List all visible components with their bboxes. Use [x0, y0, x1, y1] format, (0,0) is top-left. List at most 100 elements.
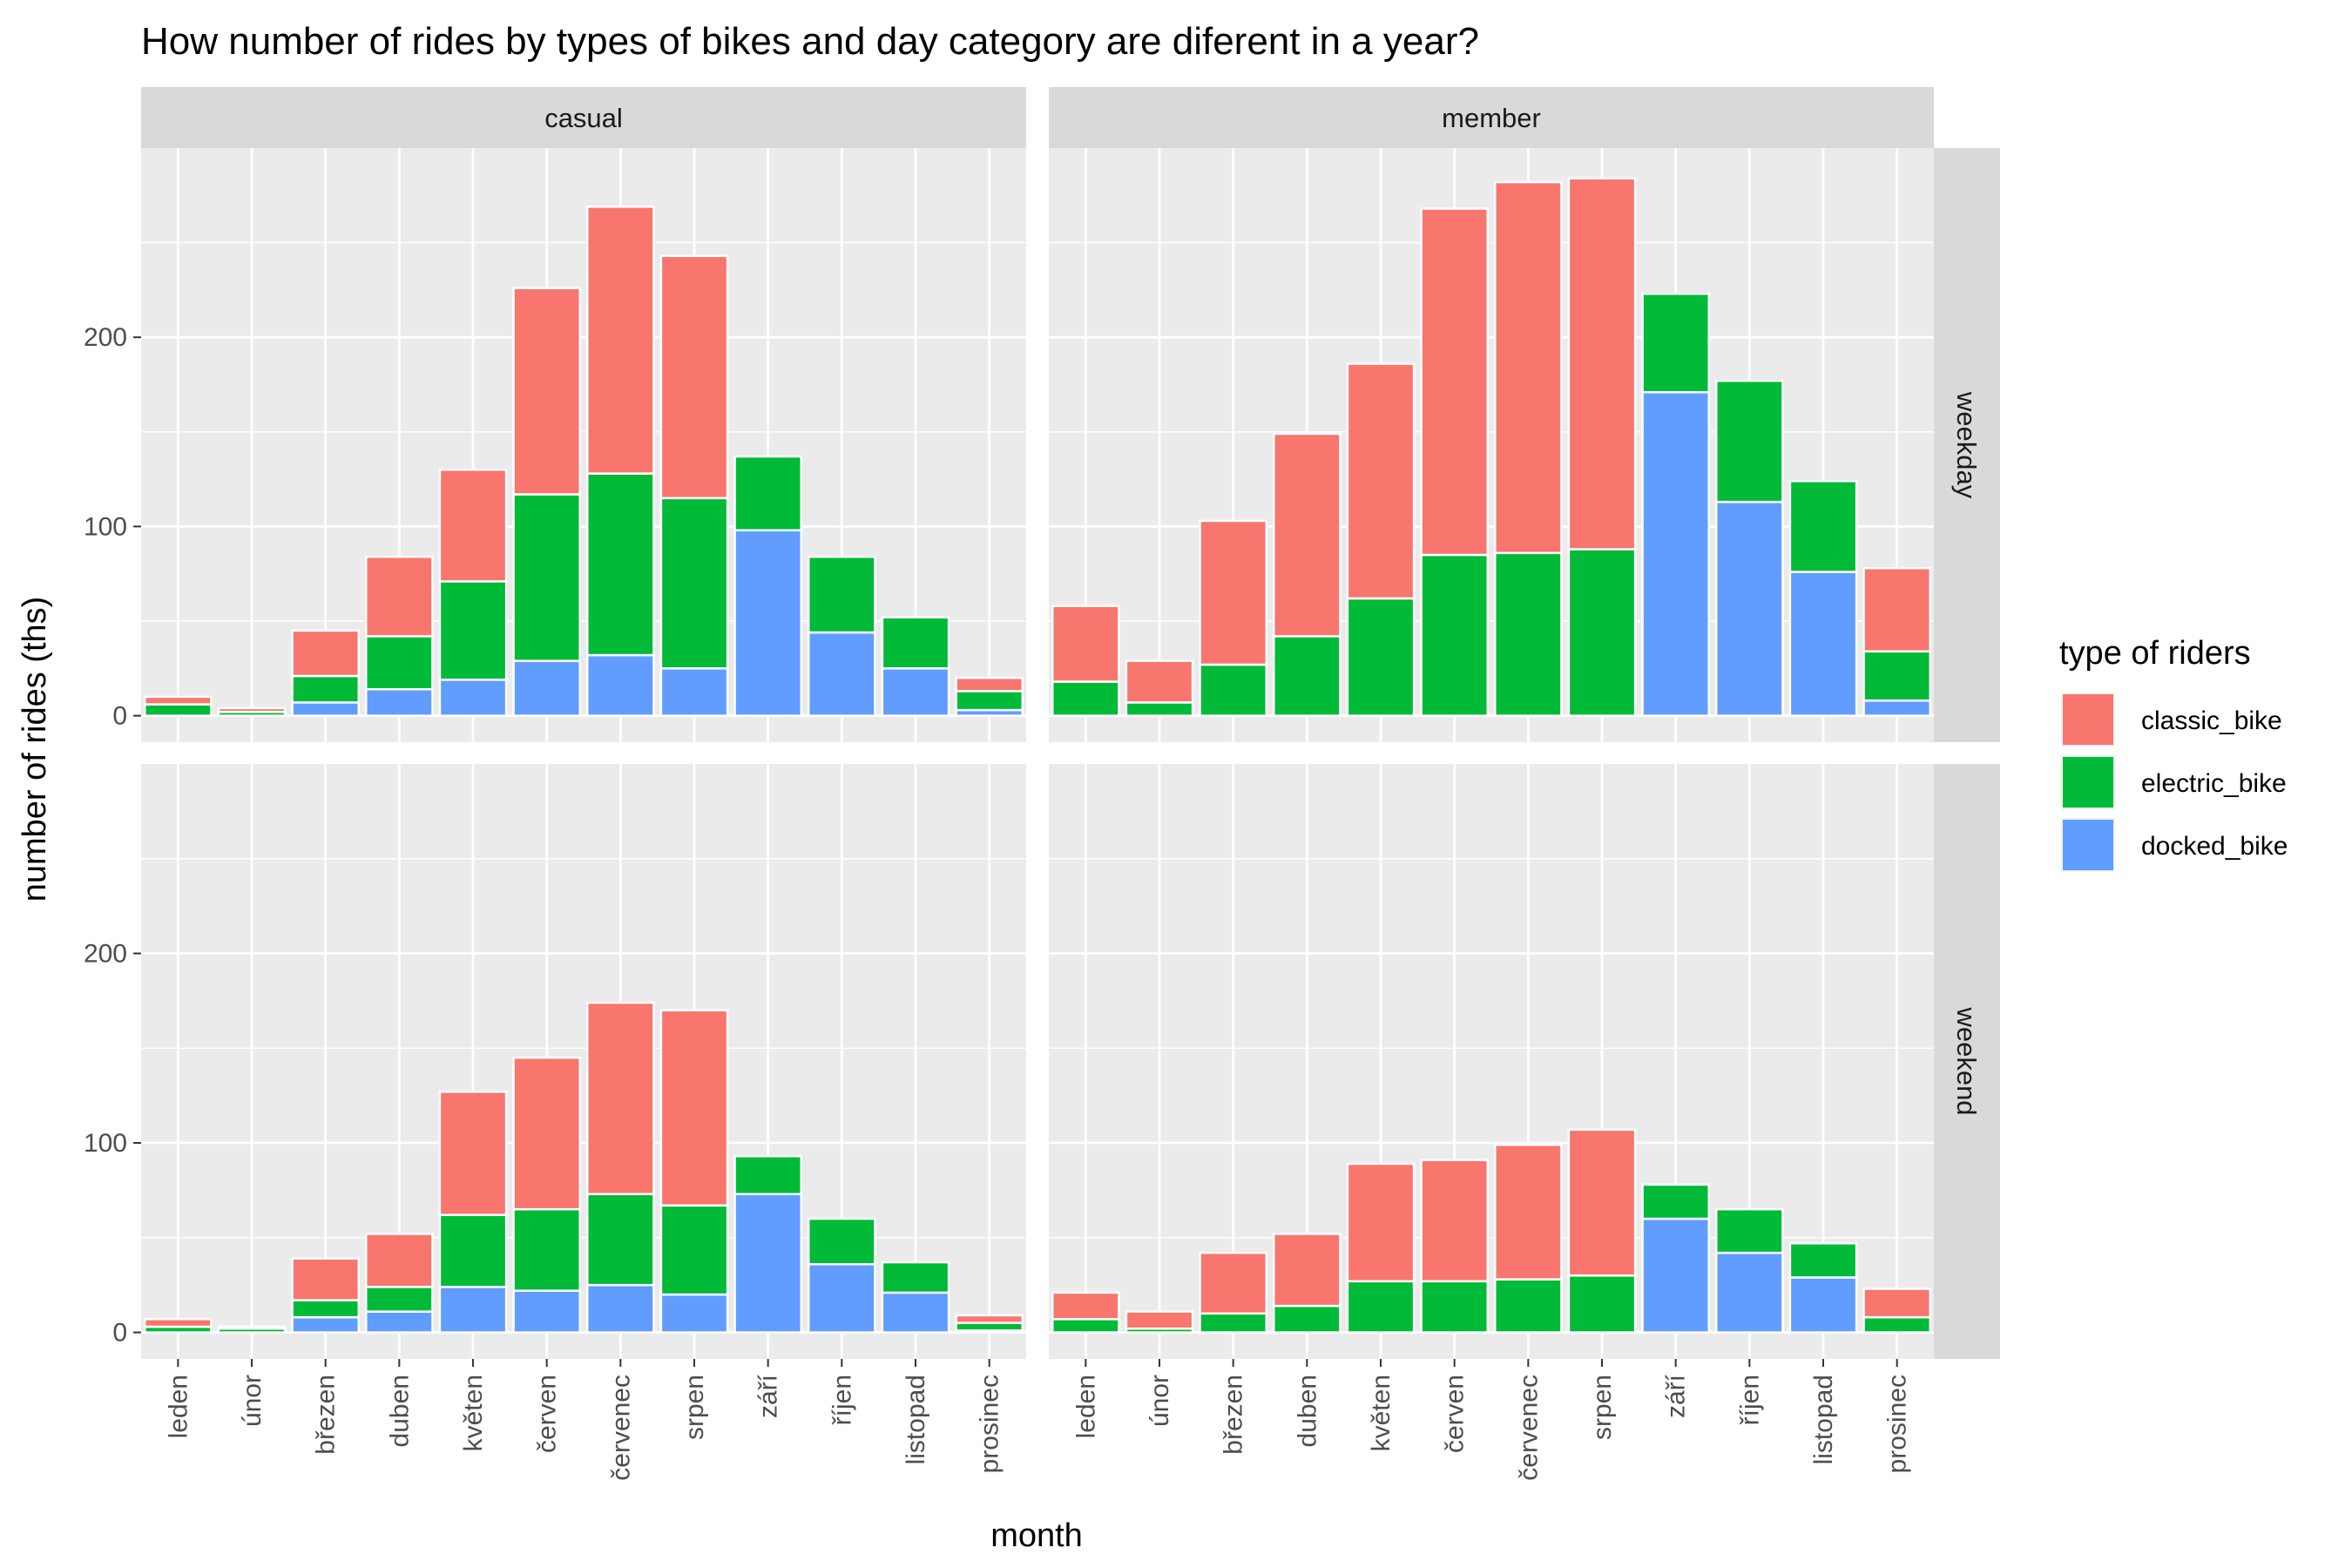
x-axis-title: month	[990, 1517, 1083, 1554]
bar-electric_bike-říjen	[807, 1217, 876, 1266]
panel-background	[141, 764, 1026, 1359]
y-tick-label: 100	[84, 512, 127, 541]
bar-docked_bike-listopad	[881, 667, 950, 717]
panel-background	[141, 148, 1026, 742]
bar-docked_bike-květen	[438, 1286, 508, 1334]
bar-docked_bike-listopad	[1788, 1276, 1858, 1334]
x-tick-label-leden: leden	[164, 1375, 193, 1438]
bar-docked_bike-srpen	[659, 667, 729, 717]
panel-casual-weekday	[141, 148, 1026, 742]
x-tick-label-duben: duben	[385, 1375, 414, 1447]
bar-electric_bike-duben	[1272, 1304, 1342, 1334]
bar-electric_bike-listopad	[881, 1260, 950, 1294]
legend-swatch-classic_bike	[2063, 694, 2113, 745]
x-tick-label-listopad: listopad	[1809, 1375, 1838, 1464]
bar-classic_bike-březen	[1199, 519, 1268, 666]
bar-electric_bike-prosinec	[1862, 1315, 1932, 1334]
bar-classic_bike-leden	[143, 1318, 213, 1328]
x-tick-label-květen: květen	[459, 1375, 488, 1451]
bar-docked_bike-červen	[512, 659, 582, 717]
bar-electric_bike-květen	[1346, 1280, 1416, 1334]
bar-classic_bike-únor	[1125, 659, 1194, 704]
bar-electric_bike-březen	[291, 1299, 361, 1319]
x-tick-label-květen: květen	[1367, 1375, 1396, 1451]
bar-electric_bike-květen	[438, 580, 508, 681]
strip-member	[1049, 87, 1934, 148]
x-tick-label-únor: únor	[238, 1375, 267, 1427]
bar-electric_bike-duben	[364, 635, 434, 691]
bar-electric_bike-listopad	[881, 616, 950, 670]
panel-casual-weekend	[141, 764, 1026, 1359]
bar-electric_bike-listopad	[1788, 480, 1858, 573]
bar-electric_bike-leden	[143, 703, 213, 717]
legend: type of riders classic_bike electric_biked…	[2059, 635, 2288, 872]
bar-docked_bike-prosinec	[1862, 699, 1932, 717]
bar-classic_bike-březen	[291, 1257, 361, 1301]
panel-background	[1049, 148, 1934, 742]
bar-electric_bike-září	[733, 455, 803, 531]
x-tick-label-říjen: říjen	[1735, 1375, 1764, 1425]
bar-classic_bike-květen	[438, 468, 508, 583]
bar-electric_bike-srpen	[659, 497, 729, 670]
x-tick-label-prosinec: prosinec	[1883, 1375, 1912, 1473]
bar-docked_bike-duben	[364, 1310, 434, 1334]
bar-classic_bike-březen	[291, 629, 361, 678]
bar-electric_bike-prosinec	[955, 690, 1024, 712]
strip-casual	[141, 87, 1026, 148]
bar-docked_bike-červen	[512, 1289, 582, 1334]
y-tick-label: 200	[84, 323, 127, 352]
bar-docked_bike-září	[733, 529, 803, 717]
bar-docked_bike-červenec	[585, 1283, 655, 1334]
bar-electric_bike-listopad	[1788, 1242, 1858, 1279]
bar-classic_bike-květen	[1346, 362, 1416, 600]
bar-classic_bike-únor	[217, 1325, 287, 1330]
bar-classic_bike-únor	[1125, 1310, 1194, 1330]
bar-electric_bike-září	[1641, 292, 1711, 394]
bar-electric_bike-červenec	[585, 1193, 655, 1287]
x-tick-label-leden: leden	[1071, 1375, 1100, 1438]
bar-classic_bike-červenec	[1493, 1143, 1563, 1281]
panels-layer	[141, 148, 1934, 1359]
legend-label-electric_bike: electric_bike	[2141, 769, 2287, 798]
panel-member-weekend	[1049, 764, 1934, 1359]
x-tick-label-prosinec: prosinec	[976, 1375, 1004, 1473]
x-tick-label-březen: březen	[1220, 1375, 1248, 1455]
bar-classic_bike-duben	[1272, 432, 1342, 638]
bar-docked_bike-listopad	[881, 1291, 950, 1334]
panel-background	[1049, 764, 1934, 1359]
bar-electric_bike-březen	[1199, 1312, 1268, 1334]
x-tick-label-červen: červen	[533, 1375, 562, 1453]
x-tick-label-říjen: říjen	[828, 1375, 856, 1425]
bar-classic_bike-leden	[143, 695, 213, 706]
strip-label-member: member	[1442, 103, 1541, 133]
bar-docked_bike-říjen	[807, 631, 876, 717]
bar-docked_bike-říjen	[807, 1262, 876, 1334]
bar-classic_bike-březen	[1199, 1251, 1268, 1315]
bar-classic_bike-prosinec	[1862, 566, 1932, 652]
bar-electric_bike-únor	[1125, 701, 1194, 717]
strip-weekend	[1934, 764, 2000, 1359]
bar-classic_bike-srpen	[659, 1009, 729, 1207]
bar-classic_bike-prosinec	[955, 676, 1024, 693]
bar-classic_bike-červen	[1420, 1159, 1490, 1283]
bar-classic_bike-červen	[512, 287, 582, 496]
strip-label-weekend: weekend	[1951, 1006, 1982, 1115]
bar-docked_bike-září	[1641, 390, 1711, 717]
bar-electric_bike-duben	[1272, 635, 1342, 717]
bar-electric_bike-září	[1641, 1183, 1711, 1220]
x-tick-label-červenec: červenec	[606, 1375, 635, 1481]
bar-electric_bike-leden	[1051, 1318, 1120, 1334]
bar-classic_bike-prosinec	[1862, 1288, 1932, 1319]
bar-classic_bike-červen	[512, 1056, 582, 1211]
x-tick-label-červen: červen	[1441, 1375, 1470, 1453]
bar-electric_bike-prosinec	[1862, 650, 1932, 702]
y-axis-title: number of rides (ths)	[17, 597, 53, 902]
bar-electric_bike-červenec	[1493, 1278, 1563, 1334]
strip-label-weekday: weekday	[1951, 391, 1982, 499]
bar-classic_bike-červenec	[1493, 180, 1563, 555]
bar-electric_bike-srpen	[659, 1204, 729, 1296]
bar-classic_bike-srpen	[659, 254, 729, 500]
bar-classic_bike-únor	[217, 706, 287, 713]
y-tick-label: 0	[112, 702, 127, 731]
